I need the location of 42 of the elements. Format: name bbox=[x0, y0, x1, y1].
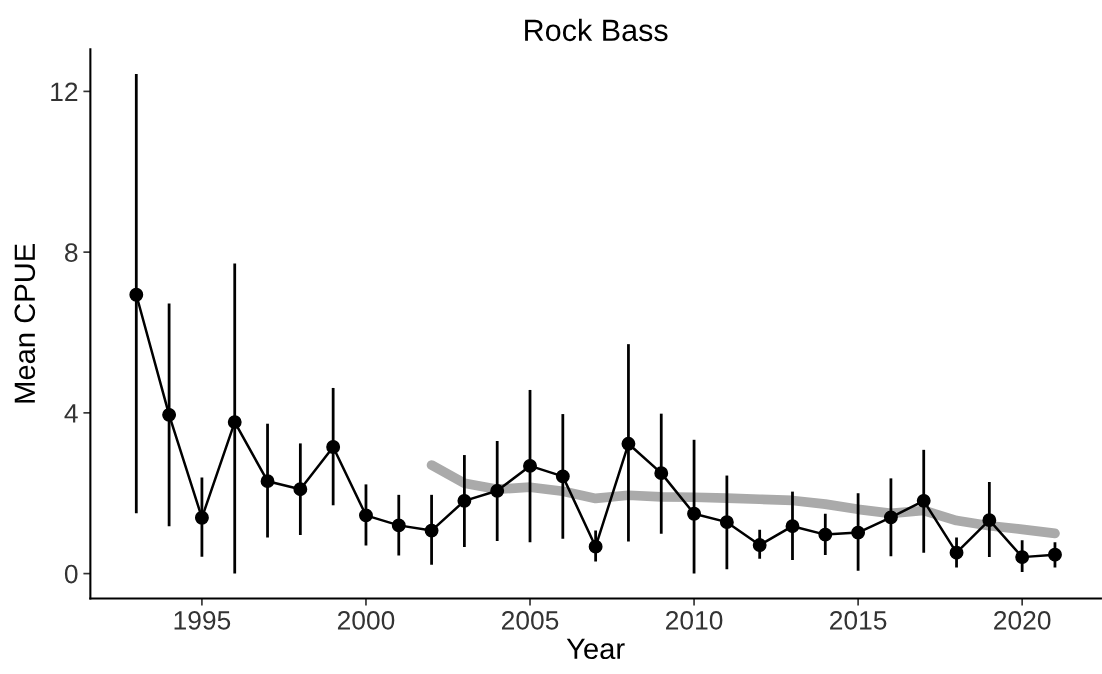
point bbox=[654, 466, 669, 481]
x-tick-label: 2005 bbox=[501, 611, 559, 630]
point bbox=[260, 474, 275, 489]
point bbox=[883, 510, 898, 525]
chart-title: Rock Bass bbox=[525, 18, 668, 42]
x-tick-label: 2010 bbox=[666, 611, 723, 630]
x-tick-label: 1995 bbox=[174, 611, 231, 630]
point bbox=[129, 287, 144, 302]
y-tick-label: 4 bbox=[64, 404, 78, 423]
point bbox=[162, 407, 177, 422]
point bbox=[621, 436, 636, 451]
point bbox=[523, 458, 537, 473]
point bbox=[326, 440, 341, 454]
point bbox=[555, 469, 570, 484]
point bbox=[457, 493, 472, 508]
point bbox=[588, 539, 603, 554]
point bbox=[687, 506, 702, 521]
y-tick-label: 8 bbox=[65, 243, 78, 262]
point bbox=[391, 518, 406, 533]
point bbox=[851, 525, 866, 540]
point bbox=[359, 508, 373, 523]
x-axis-title: Year bbox=[566, 638, 625, 660]
x-tick-label: 2000 bbox=[337, 611, 395, 630]
point bbox=[785, 519, 800, 534]
point bbox=[1048, 547, 1062, 562]
point bbox=[949, 545, 964, 560]
point bbox=[227, 415, 242, 430]
y-tick-label: 12 bbox=[51, 82, 78, 101]
point bbox=[818, 527, 833, 542]
x-tick-label: 2015 bbox=[830, 611, 887, 630]
point bbox=[719, 515, 734, 530]
y-tick-label: 0 bbox=[64, 564, 78, 584]
point bbox=[490, 483, 505, 498]
point bbox=[1015, 550, 1030, 565]
point bbox=[982, 513, 997, 528]
point bbox=[424, 523, 439, 538]
point bbox=[293, 482, 308, 497]
point bbox=[752, 538, 767, 553]
x-tick-label: 2020 bbox=[994, 611, 1051, 630]
y-axis-title: Mean CPUE bbox=[14, 244, 36, 403]
point bbox=[916, 493, 931, 508]
point bbox=[194, 510, 209, 525]
